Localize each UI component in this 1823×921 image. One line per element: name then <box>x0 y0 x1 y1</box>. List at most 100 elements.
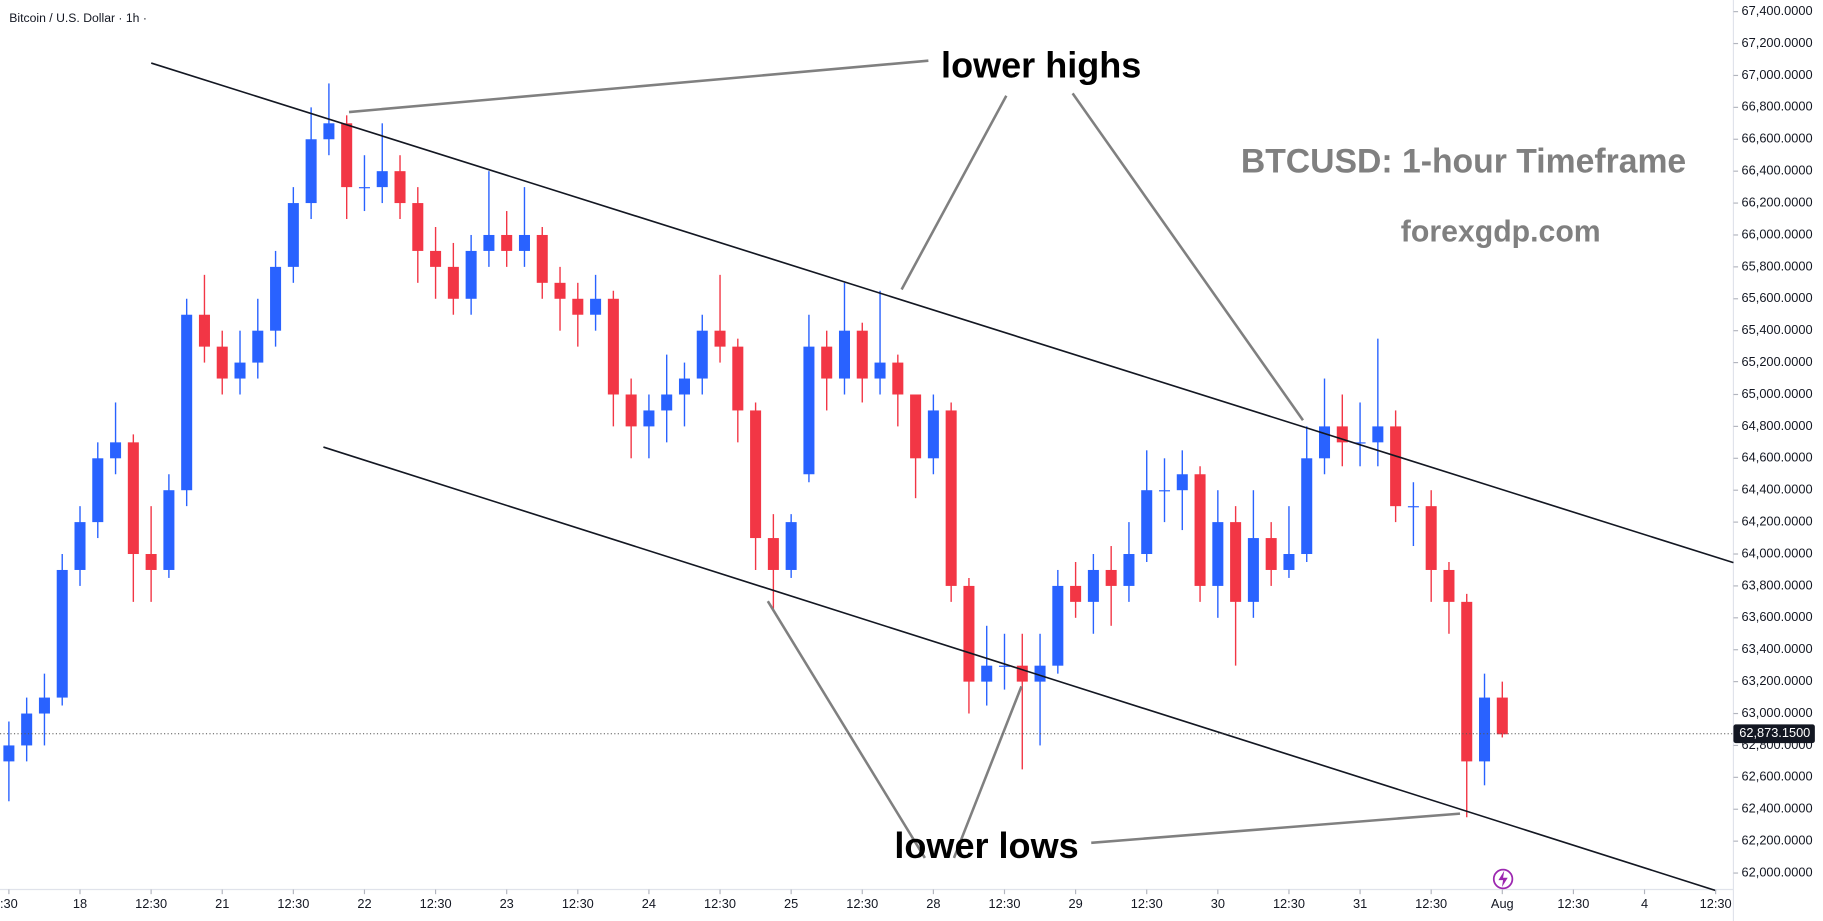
candle-body <box>856 330 868 379</box>
y-tick-label: 67,400.0000 <box>1742 3 1813 18</box>
callout-line <box>952 685 1023 859</box>
candle-body <box>1230 522 1242 602</box>
candle-body <box>376 171 388 188</box>
last-price-label: 62,873.1500 <box>1739 725 1810 740</box>
candle-body <box>590 298 602 315</box>
candle-body <box>74 522 86 570</box>
candle-body <box>554 282 566 299</box>
candle-body <box>981 665 993 682</box>
candle-body <box>1461 601 1473 762</box>
candle-body <box>3 745 15 762</box>
candle-body <box>821 346 833 379</box>
candle-body <box>1070 585 1082 602</box>
candle-body <box>945 410 957 586</box>
y-tick-label: 64,600.0000 <box>1742 450 1813 465</box>
candle-body <box>1372 426 1384 443</box>
candle-body <box>358 187 370 189</box>
candle-body <box>341 123 353 188</box>
y-tick-label: 67,200.0000 <box>1742 35 1813 50</box>
candle-body <box>1390 426 1402 507</box>
candle-body <box>714 330 726 347</box>
y-tick-label: 63,800.0000 <box>1742 577 1813 592</box>
x-tick-label: 12:30 <box>1131 896 1163 911</box>
x-tick-label: 23 <box>500 896 514 911</box>
candle-body <box>127 442 139 555</box>
y-tick-label: 67,000.0000 <box>1742 67 1813 82</box>
x-tick-label: 24 <box>642 896 656 911</box>
x-tick-label: 12:30 <box>704 896 736 911</box>
x-tick-label: 12:30 <box>135 896 167 911</box>
candle-body <box>38 697 50 714</box>
candle-body <box>998 665 1011 667</box>
symbol-header: Bitcoin / U.S. Dollar · 1h · <box>9 11 147 25</box>
candle-body <box>572 298 584 315</box>
candle-body <box>216 346 228 379</box>
annotation: lower highs <box>941 44 1141 85</box>
candle-body <box>1425 506 1437 570</box>
candle-body <box>465 250 477 299</box>
candle-body <box>732 346 744 411</box>
candle-body <box>1141 490 1153 555</box>
candle-body <box>394 171 406 204</box>
candle-body <box>518 234 530 251</box>
candle-body <box>1176 474 1188 491</box>
x-tick-label: 12:30 <box>1273 896 1305 911</box>
y-tick-label: 64,400.0000 <box>1742 482 1813 497</box>
candle-body <box>287 203 299 267</box>
x-tick-label: 12:30 <box>562 896 594 911</box>
candle-body <box>145 554 157 570</box>
candle-body <box>803 346 815 475</box>
candle-body <box>56 569 68 698</box>
y-tick-label: 66,000.0000 <box>1742 226 1813 241</box>
x-tick-label: 12:30 <box>989 896 1021 911</box>
candle-body <box>874 362 886 379</box>
candle-body <box>1443 569 1455 602</box>
candle-body <box>198 314 210 347</box>
candle-body <box>447 266 459 299</box>
icon-bolt[interactable] <box>1498 870 1508 888</box>
candle-body <box>1301 458 1313 555</box>
candle-body <box>305 139 317 204</box>
callout-line <box>1071 92 1305 421</box>
candle-body <box>892 362 904 395</box>
candle-body <box>163 490 175 570</box>
x-tick-label: 12:30 <box>420 896 452 911</box>
y-tick-label: 65,000.0000 <box>1742 386 1813 401</box>
x-tick-label: :30 <box>0 896 18 911</box>
annotation: lower lows <box>894 825 1078 866</box>
candle-body <box>1247 538 1259 602</box>
candle-body <box>1158 490 1171 492</box>
y-tick-label: 63,000.0000 <box>1742 705 1813 720</box>
y-tick-label: 66,400.0000 <box>1742 163 1813 178</box>
x-tick-label: 12:30 <box>1557 896 1589 911</box>
callout-line <box>348 59 929 114</box>
candle-body <box>1265 538 1277 570</box>
lower-trendline <box>323 446 1717 892</box>
candles <box>3 83 1508 818</box>
y-tick-label: 63,600.0000 <box>1742 609 1813 624</box>
candle-body <box>625 394 637 427</box>
x-tick-label: 4 <box>1641 896 1648 911</box>
replay-icon[interactable] <box>1492 868 1514 890</box>
callout-line <box>900 95 1008 291</box>
icon-circle[interactable] <box>1492 868 1514 890</box>
channel <box>150 62 1734 892</box>
callout-line <box>1091 812 1461 845</box>
axes: 62,000.0000 62,200.0000 62,400.0000 62,600.… <box>0 3 1813 911</box>
candle-body <box>323 123 335 140</box>
x-tick-label: 28 <box>926 896 940 911</box>
candle-body <box>252 330 264 363</box>
y-tick-label: 63,200.0000 <box>1742 673 1813 688</box>
candle-body <box>181 314 193 491</box>
y-tick-label: 65,200.0000 <box>1742 354 1813 369</box>
candle-body <box>750 410 762 539</box>
candle-body <box>696 330 708 379</box>
x-tick-label: 21 <box>215 896 229 911</box>
candle-body <box>678 378 690 395</box>
candle-body <box>1052 585 1064 666</box>
x-tick-label: 29 <box>1069 896 1083 911</box>
candle-body <box>1034 665 1046 682</box>
candle-body <box>1479 697 1491 762</box>
y-tick-label: 62,400.0000 <box>1742 801 1813 816</box>
candle-body <box>21 713 33 746</box>
